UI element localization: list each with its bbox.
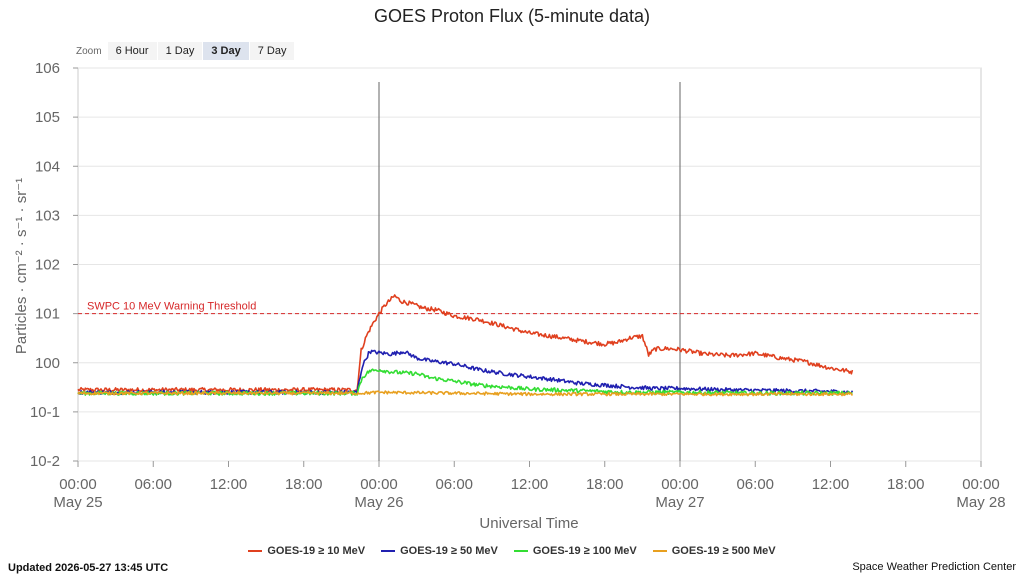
series-line-3 [77, 390, 854, 397]
y-tick-label: 101 [35, 306, 60, 323]
x-tick-date-label: May 26 [354, 494, 403, 511]
x-tick-label: 12:00 [511, 476, 549, 493]
x-tick-label: 06:00 [134, 476, 172, 493]
x-tick-date-label: May 28 [956, 494, 1005, 511]
y-tick-label: 10-2 [30, 453, 60, 470]
x-tick-label: 00:00 [661, 476, 699, 493]
legend-label: GOES-19 ≥ 10 MeV [267, 545, 366, 557]
x-tick-label: 18:00 [285, 476, 323, 493]
x-tick-label: 18:00 [887, 476, 925, 493]
legend-swatch [513, 550, 528, 552]
y-tick-label: 104 [35, 158, 60, 175]
zoom-6-hour-button[interactable]: 6 Hour [107, 42, 157, 60]
legend-swatch [652, 550, 667, 552]
series-line-1 [77, 349, 854, 396]
x-axis-title: Universal Time [479, 515, 578, 532]
x-tick-label: 06:00 [736, 476, 774, 493]
zoom-label: Zoom [76, 45, 102, 57]
legend-swatch [248, 550, 263, 552]
zoom-bar: Zoom 6 Hour 1 Day 3 Day 7 Day [76, 42, 295, 60]
zoom-3-day-button[interactable]: 3 Day [203, 42, 249, 60]
chart-title: GOES Proton Flux (5-minute data) [373, 6, 651, 26]
threshold-label: SWPC 10 MeV Warning Threshold [87, 301, 256, 313]
legend-swatch [381, 550, 396, 552]
x-tick-label: 00:00 [360, 476, 398, 493]
updated-timestamp: Updated 2026-05-27 13:45 UTC [8, 562, 169, 574]
legend: GOES-19 ≥ 10 MeV GOES-19 ≥ 50 MeV GOES-1… [0, 545, 1024, 557]
series-layer [77, 294, 854, 397]
y-tick-label: 103 [35, 207, 60, 224]
x-tick-date-label: May 27 [655, 494, 704, 511]
x-tick-label: 06:00 [435, 476, 473, 493]
y-tick-label: 106 [35, 60, 60, 77]
grid-layer: SWPC 10 MeV Warning Threshold [77, 67, 982, 462]
y-tick-label: 102 [35, 257, 60, 274]
zoom-7-day-button[interactable]: 7 Day [249, 42, 295, 60]
legend-item-10mev[interactable]: GOES-19 ≥ 10 MeV [248, 545, 365, 557]
x-tick-label: 12:00 [210, 476, 248, 493]
legend-item-500mev[interactable]: GOES-19 ≥ 500 MeV [652, 545, 776, 557]
legend-label: GOES-19 ≥ 100 MeV [532, 545, 637, 557]
legend-label: GOES-19 ≥ 50 MeV [400, 545, 498, 557]
x-tick-label: 12:00 [812, 476, 850, 493]
credit-text: Space Weather Prediction Center [852, 561, 1016, 573]
y-tick-label: 100 [35, 355, 60, 372]
zoom-1-day-button[interactable]: 1 Day [157, 42, 203, 60]
y-tick-label: 105 [35, 109, 60, 126]
series-line-2 [77, 368, 853, 397]
legend-label: GOES-19 ≥ 500 MeV [671, 545, 776, 557]
x-tick-label: 00:00 [962, 476, 1000, 493]
legend-item-100mev[interactable]: GOES-19 ≥ 100 MeV [513, 545, 637, 557]
y-tick-label: 10-1 [30, 404, 60, 421]
y-axis-title: Particles · cm⁻² · s⁻¹ · sr⁻¹ [13, 178, 30, 354]
legend-item-50mev[interactable]: GOES-19 ≥ 50 MeV [381, 545, 498, 557]
x-tick-label: 18:00 [586, 476, 624, 493]
x-tick-label: 00:00 [59, 476, 97, 493]
x-tick-date-label: May 25 [53, 494, 102, 511]
